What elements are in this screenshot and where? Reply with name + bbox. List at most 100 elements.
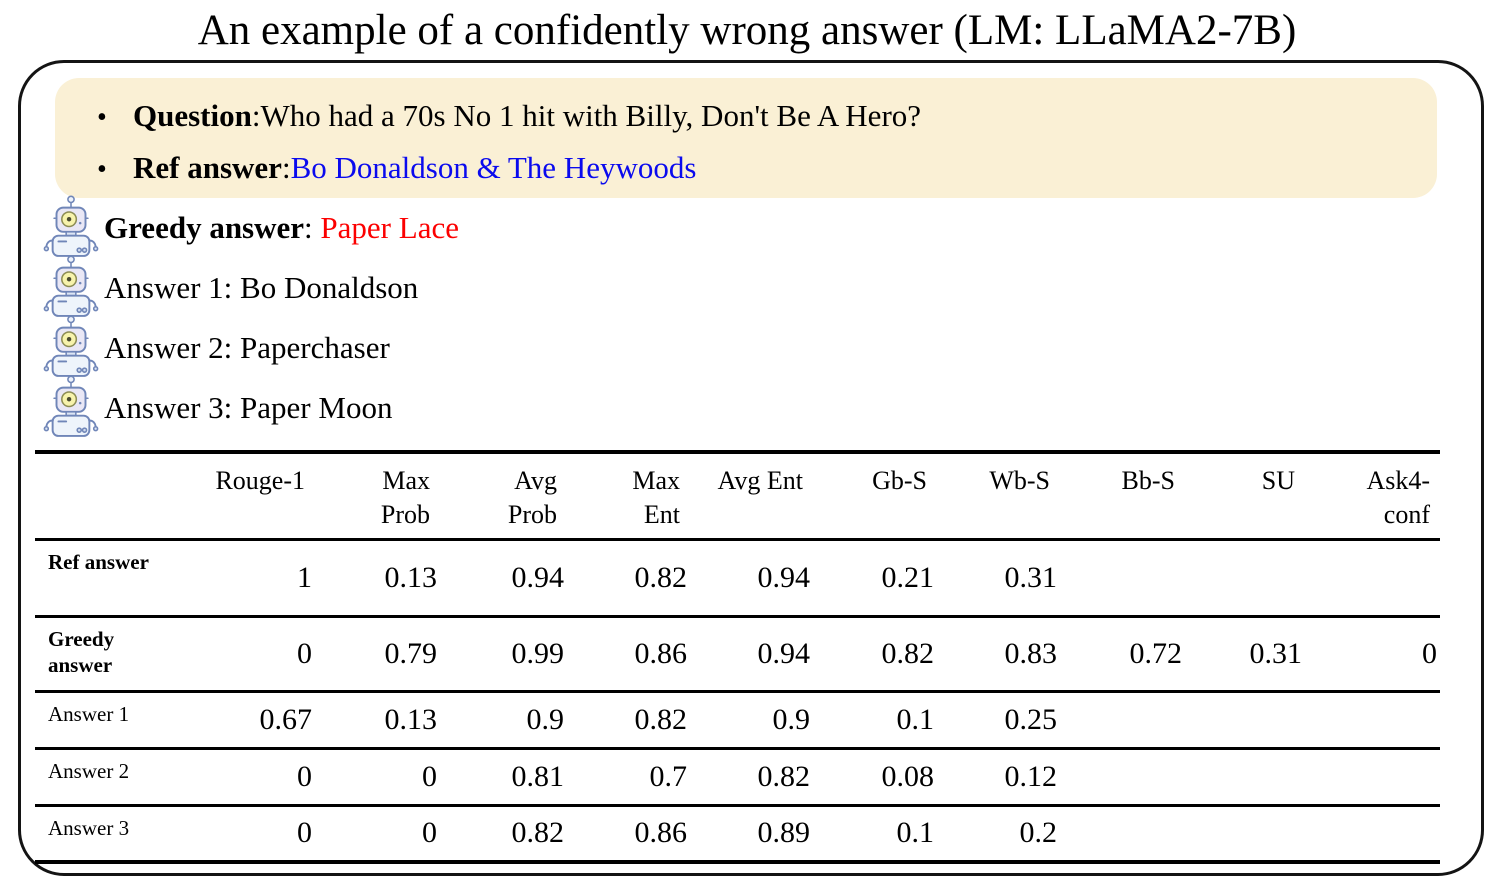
metric-value: 0: [1422, 636, 1437, 670]
answer-value: Paper Lace: [320, 210, 459, 245]
metric-value: 0: [422, 759, 437, 793]
row-label: Greedy answer: [48, 626, 115, 677]
metric-value: 0.9: [526, 702, 565, 736]
column-header: Max Ent: [632, 466, 680, 529]
answer-line: Answer 3: Paper Moon: [42, 375, 1342, 438]
row-label: Answer 2: [48, 758, 130, 783]
metric-value: 0.82: [634, 560, 688, 594]
metric-value: [1305, 805, 1440, 862]
column-header: Rouge-1: [215, 466, 305, 495]
metric-value: [1060, 691, 1185, 748]
metric-value: 0.79: [384, 636, 438, 670]
metric-value: 0.86: [634, 816, 688, 850]
metric-value: 1: [297, 560, 312, 594]
metric-value: 0.81: [511, 759, 565, 793]
metric-value: 0.08: [881, 759, 935, 793]
metric-value: 0: [297, 636, 312, 670]
column-header: Bb-S: [1121, 466, 1175, 495]
qa-separator: :: [251, 98, 261, 133]
table-row: Answer 3 0 0 0.82 0.86 0.89 0.1 0.2: [35, 805, 1440, 862]
metric-value: 0.7: [649, 759, 688, 793]
metrics-table: Rouge-1 Max Prob Avg Prob Max Ent Avg Ent Gb-…: [35, 450, 1440, 865]
column-header: Wb-S: [989, 466, 1050, 495]
metric-value: 0: [297, 816, 312, 850]
metric-value: 0.31: [1249, 636, 1303, 670]
qa-value: Bo Donaldson & The Heywoods: [290, 150, 697, 185]
metric-value: [1060, 805, 1185, 862]
table-row: Answer 2 0 0 0.81 0.7 0.82 0.08 0.12: [35, 748, 1440, 805]
metric-value: 0.82: [881, 636, 935, 670]
metric-value: 0.83: [1004, 636, 1058, 670]
answer-text: Answer 2: Paperchaser: [104, 330, 390, 366]
qa-separator: :: [281, 150, 291, 185]
metric-value: [1185, 748, 1305, 805]
metric-value: 0.86: [634, 636, 688, 670]
row-label: Ref answer: [48, 549, 149, 574]
answer-label: Answer 1: [104, 270, 224, 305]
qa-label: Question: [133, 98, 252, 133]
metrics-table-body: Ref answer 1 0.13 0.94 0.82 0.94 0.21 0.31 Greed…: [35, 539, 1440, 862]
metric-value: 0.31: [1004, 560, 1058, 594]
figure-title: An example of a confidently wrong answer…: [197, 7, 1297, 54]
robot-icon: [42, 255, 100, 322]
metric-value: [1060, 539, 1185, 616]
metric-value: 0.13: [384, 560, 438, 594]
metric-value: 0.82: [634, 702, 688, 736]
answer-text: Answer 1: Bo Donaldson: [104, 270, 418, 306]
table-row: Answer 1 0.67 0.13 0.9 0.82 0.9 0.1 0.25: [35, 691, 1440, 748]
answer-text: Greedy answer: Paper Lace: [104, 210, 459, 246]
metric-value: [1185, 539, 1305, 616]
row-label: Answer 3: [48, 815, 130, 840]
metric-value: [1305, 748, 1440, 805]
metric-value: 0.72: [1129, 636, 1183, 670]
bullet-marker: •: [97, 102, 107, 133]
row-label: Answer 1: [48, 701, 130, 726]
metric-value: 0.13: [384, 702, 438, 736]
answer-line: Answer 1: Bo Donaldson: [42, 255, 1342, 318]
column-header: [35, 452, 205, 539]
answer-line: Greedy answer: Paper Lace: [42, 195, 1342, 258]
metric-value: 0.2: [1019, 816, 1058, 850]
model-answers: Greedy answer: Paper Lace: [42, 195, 1342, 438]
qa-line: • Question: Who had a 70s No 1 hit with …: [75, 90, 1417, 142]
answer-value: Paperchaser: [240, 330, 390, 365]
qa-highlight-box: • Question: Who had a 70s No 1 hit with …: [55, 78, 1437, 198]
metrics-table-header: Rouge-1 Max Prob Avg Prob Max Ent Avg Ent Gb-…: [35, 452, 1440, 540]
metric-value: 0.12: [1004, 759, 1058, 793]
metric-value: [1185, 691, 1305, 748]
table-row: Ref answer 1 0.13 0.94 0.82 0.94 0.21 0.31: [35, 539, 1440, 616]
answer-value: Paper Moon: [240, 390, 393, 425]
metric-value: 0.1: [896, 702, 935, 736]
metric-value: 0.9: [772, 702, 811, 736]
column-header: SU: [1261, 466, 1295, 495]
qa-value: Who had a 70s No 1 hit with Billy, Don't…: [260, 98, 922, 133]
answer-label: Answer 3: [104, 390, 224, 425]
column-header: Avg Prob: [507, 466, 557, 529]
column-header: Ask4- conf: [1366, 466, 1430, 529]
metric-value: 0.94: [757, 560, 811, 594]
answer-separator: :: [304, 210, 321, 245]
answer-separator: :: [223, 270, 241, 305]
metric-value: 0.82: [757, 759, 811, 793]
answer-label: Answer 2: [104, 330, 224, 365]
column-header: Avg Ent: [717, 466, 803, 495]
answer-separator: :: [223, 390, 241, 425]
metric-value: [1060, 748, 1185, 805]
metric-value: 0.1: [896, 816, 935, 850]
answer-line: Answer 2: Paperchaser: [42, 315, 1342, 378]
metric-value: 0: [422, 816, 437, 850]
metric-value: 0.82: [511, 816, 565, 850]
robot-icon: [42, 315, 100, 382]
metric-value: [1305, 691, 1440, 748]
metric-value: 0.21: [881, 560, 935, 594]
figure-frame: [18, 60, 1484, 876]
metric-value: 0.99: [511, 636, 565, 670]
metric-value: 0: [297, 759, 312, 793]
metric-value: 0.25: [1004, 702, 1058, 736]
metric-value: [1185, 805, 1305, 862]
answer-value: Bo Donaldson: [240, 270, 419, 305]
robot-icon: [42, 375, 100, 442]
answer-label: Greedy answer: [104, 210, 305, 245]
table-row: Greedy answer 0 0.79 0.99 0.86 0.94 0.82 0.83 0.…: [35, 616, 1440, 691]
metric-value: 0.67: [259, 702, 313, 736]
